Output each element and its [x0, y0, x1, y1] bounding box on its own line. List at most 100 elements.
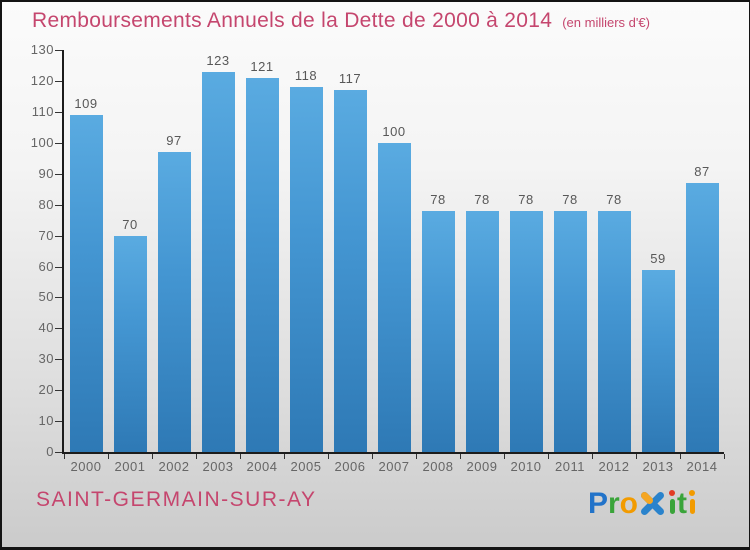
- x-tick-label-2013: 2013: [642, 459, 674, 474]
- x-tick: [196, 454, 197, 459]
- y-tick: [55, 297, 62, 299]
- bar-2006: [333, 90, 367, 452]
- x-tick-label-2004: 2004: [246, 459, 278, 474]
- y-tick: [55, 111, 62, 113]
- bar-value-2006: 117: [338, 71, 362, 86]
- x-tick: [592, 454, 593, 459]
- bar-value-2001: 70: [122, 217, 138, 232]
- bar-2003: [201, 72, 235, 452]
- bar-2013: [641, 270, 675, 452]
- y-tick-label-30: 30: [38, 351, 54, 367]
- y-tick-label-100: 100: [30, 134, 54, 150]
- x-tick-label-2009: 2009: [466, 459, 498, 474]
- x-tick: [724, 454, 725, 459]
- bar-2012: [597, 211, 631, 452]
- bar-2011: [553, 211, 587, 452]
- logo-i-dot: [689, 490, 695, 496]
- y-tick: [55, 80, 62, 82]
- bar-2000: [69, 115, 103, 452]
- x-tick-label-2003: 2003: [202, 459, 234, 474]
- chart-title: Remboursements Annuels de la Dette de 20…: [32, 9, 553, 32]
- plot-area: 109 70 97 123 121 118 117 100 78 78 78 78 78 59 87 200…: [31, 42, 725, 474]
- y-tick: [55, 204, 62, 206]
- bar-value-2003: 123: [206, 53, 230, 68]
- x-tick: [108, 454, 109, 459]
- y-tick-label-120: 120: [30, 72, 54, 88]
- logo-letter-o: o: [619, 487, 638, 520]
- x-tick-label-2012: 2012: [598, 459, 630, 474]
- x-tick-label-2006: 2006: [334, 459, 366, 474]
- y-tick-label-10: 10: [38, 413, 54, 429]
- y-tick-label-40: 40: [38, 320, 54, 336]
- bar-value-2004: 121: [250, 59, 274, 74]
- bar-value-2009: 78: [474, 192, 490, 207]
- x-tick-label-2000: 2000: [70, 459, 102, 474]
- y-tick: [55, 328, 62, 330]
- x-tick: [416, 454, 417, 459]
- x-tick: [64, 454, 65, 459]
- bar-value-2000: 109: [74, 96, 98, 111]
- x-tick-label-2011: 2011: [555, 459, 585, 474]
- y-tick-label-130: 130: [30, 42, 54, 57]
- chart-header: Remboursements Annuels de la Dette de 20…: [32, 9, 650, 33]
- x-tick-label-2001: 2001: [114, 459, 146, 474]
- x-tick: [284, 454, 285, 459]
- y-tick-label-60: 60: [38, 258, 54, 274]
- logo-letter-i: [669, 490, 675, 514]
- logo-letter-i: [689, 490, 695, 514]
- x-tick: [504, 454, 505, 459]
- bar-2014: [685, 183, 719, 452]
- x-tick: [372, 454, 373, 459]
- bar-2010: [509, 211, 543, 452]
- x-tick-label-2005: 2005: [290, 459, 322, 474]
- logo-letter-r: r: [607, 487, 620, 520]
- x-tick: [636, 454, 637, 459]
- y-tick-label-110: 110: [31, 103, 54, 119]
- bar-2009: [465, 211, 499, 452]
- bar-2008: [421, 211, 455, 452]
- y-tick-label-50: 50: [38, 289, 54, 305]
- x-tick: [328, 454, 329, 459]
- y-tick-label-20: 20: [38, 382, 54, 398]
- x-tick-label-2010: 2010: [510, 459, 542, 474]
- logo-letter-t: t: [677, 487, 687, 520]
- bar-value-2011: 78: [562, 192, 578, 207]
- bar-value-2005: 118: [294, 68, 318, 83]
- y-tick-label-70: 70: [38, 227, 54, 243]
- y-tick: [55, 390, 62, 392]
- bar-value-2012: 78: [606, 192, 622, 207]
- y-axis-line: [62, 50, 64, 454]
- y-tick-label-0: 0: [46, 444, 54, 459]
- logo-i-dot: [669, 490, 675, 496]
- x-tick-label-2002: 2002: [158, 459, 190, 474]
- logo-x-icon: [641, 492, 664, 515]
- bar-2001: [113, 236, 147, 452]
- bar-2007: [377, 143, 411, 452]
- x-tick: [548, 454, 549, 459]
- bar-value-2013: 59: [650, 251, 666, 266]
- logo-i-stem: [689, 499, 695, 514]
- bar-value-2002: 97: [166, 133, 182, 148]
- logo-i-stem: [669, 499, 675, 514]
- bar-2002: [157, 152, 191, 452]
- y-tick: [55, 359, 62, 361]
- logo-letter-P: P: [587, 487, 608, 520]
- bar-value-2007: 100: [382, 124, 406, 139]
- x-tick: [152, 454, 153, 459]
- x-axis-line: [62, 452, 724, 454]
- x-tick: [240, 454, 241, 459]
- x-tick-label-2007: 2007: [378, 459, 410, 474]
- bar-value-2010: 78: [518, 192, 534, 207]
- y-tick: [55, 266, 62, 268]
- y-tick: [55, 50, 62, 51]
- y-tick: [55, 235, 62, 237]
- x-tick: [460, 454, 461, 459]
- x-tick-label-2014: 2014: [686, 459, 718, 474]
- y-tick: [55, 142, 62, 144]
- x-tick: [680, 454, 681, 459]
- y-tick: [55, 421, 62, 423]
- x-tick-label-2008: 2008: [422, 459, 454, 474]
- y-tick-label-90: 90: [38, 165, 54, 181]
